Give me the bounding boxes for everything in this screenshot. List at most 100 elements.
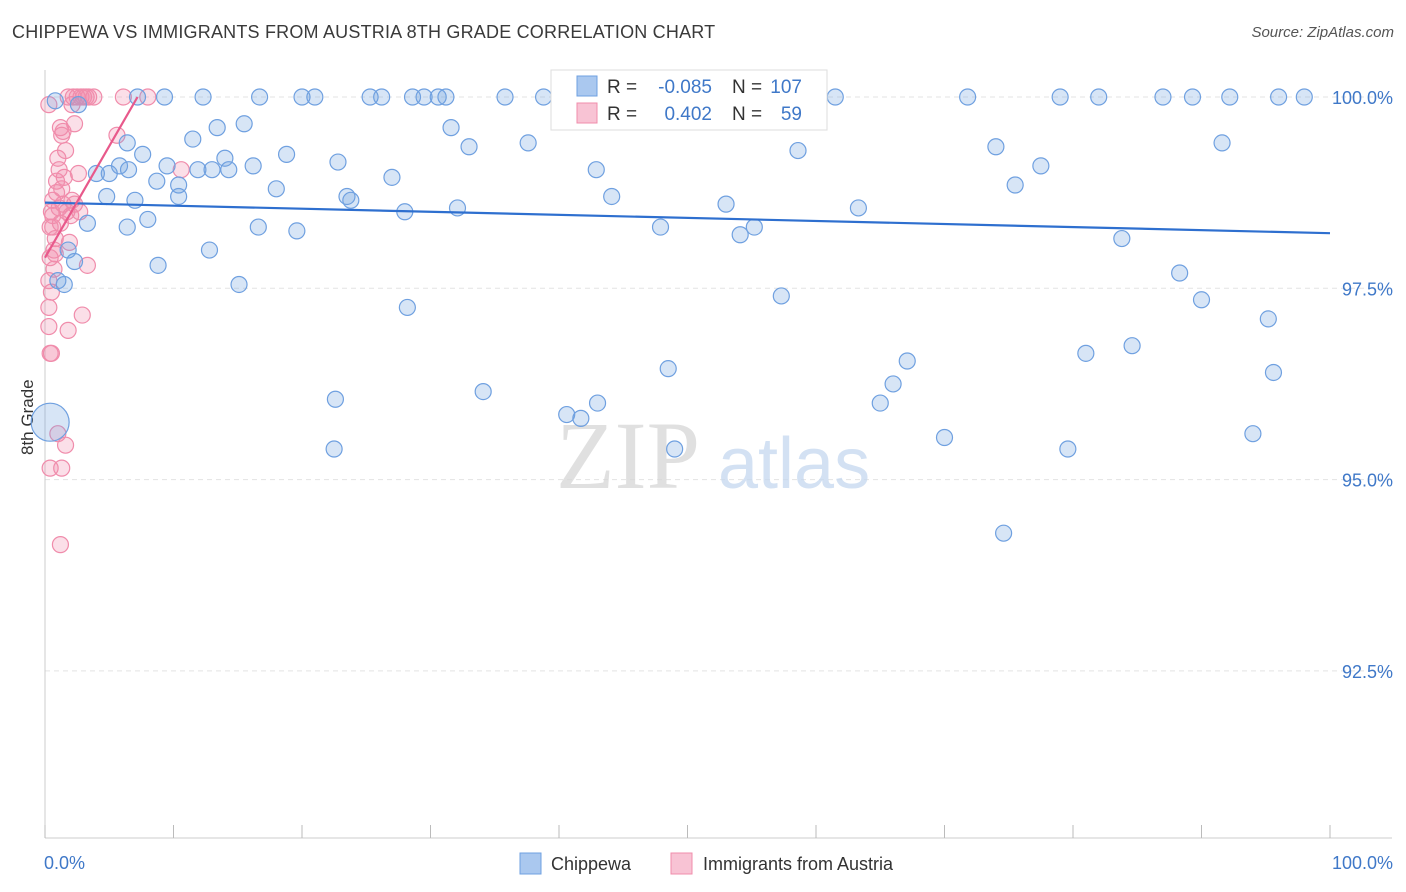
chippewa-point-106 <box>329 153 347 171</box>
austria-point-39 <box>85 88 103 106</box>
bottom-legend-swatch-austria <box>670 852 693 875</box>
legend-r-label-1: R = <box>607 77 637 98</box>
austria-point-44 <box>51 536 70 554</box>
legend-r-label-2: R = <box>607 104 637 125</box>
chippewa-point-96 <box>1295 88 1313 106</box>
legend-swatch-austria <box>576 102 598 124</box>
stats-legend: R = -0.085 N = 107 R = 0.402 N = 59 <box>550 69 828 131</box>
legend-n-value-2: 59 <box>781 104 802 125</box>
chippewa-point-52 <box>519 134 537 152</box>
austria-point-56 <box>41 249 59 267</box>
trend-line-1 <box>44 96 139 259</box>
chippewa-point-69 <box>826 88 844 106</box>
legend-n-label-2: N = <box>732 104 762 125</box>
legend-swatch-chippewa <box>576 75 598 97</box>
chippewa-point-35 <box>325 440 343 458</box>
chippewa-point-40 <box>383 168 401 186</box>
chippewa-point-33 <box>306 88 324 106</box>
chippewa-point-87 <box>1171 264 1189 282</box>
austria-point-34 <box>73 306 91 324</box>
chippewa-point-80 <box>1051 88 1069 106</box>
austria-point-19 <box>55 168 73 186</box>
chippewa-point-19 <box>194 88 212 106</box>
trend-lines <box>44 96 1331 259</box>
austria-point-37 <box>78 256 97 274</box>
chippewa-point-46 <box>437 88 455 106</box>
trend-line-0 <box>44 201 1331 235</box>
chippewa-point-77 <box>995 524 1013 542</box>
austria-point-48 <box>40 317 58 336</box>
chippewa-point-68 <box>789 141 807 160</box>
chippewa-point-42 <box>398 298 416 317</box>
chippewa-point-99 <box>110 157 129 175</box>
chippewa-point-54 <box>558 405 576 424</box>
y-tick-label-1: 95.0% <box>1342 471 1393 491</box>
chippewa-point-60 <box>651 218 670 236</box>
chart-title: CHIPPEWA VS IMMIGRANTS FROM AUSTRIA 8TH … <box>12 22 716 42</box>
x-tick-labels: 0.0% 100.0% <box>44 853 1393 873</box>
chippewa-point-11 <box>148 172 166 190</box>
chippewa-point-30 <box>277 145 296 163</box>
chippewa-point-89 <box>1192 291 1211 309</box>
chippewa-point-100 <box>55 275 73 294</box>
chippewa-point-86 <box>1154 88 1172 106</box>
chippewa-point-83 <box>1090 88 1108 106</box>
watermark-zip: ZIP <box>556 402 700 509</box>
bottom-legend-swatch-chippewa <box>519 852 542 875</box>
legend-r-value-2: 0.402 <box>664 104 712 125</box>
bottom-legend-chippewa: Chippewa <box>551 854 632 874</box>
chippewa-point-27 <box>249 218 267 236</box>
chippewa-point-12 <box>149 256 167 274</box>
chippewa-point-28 <box>250 88 269 106</box>
chippewa-point-44 <box>415 88 433 106</box>
chippewa-point-51 <box>496 88 514 106</box>
austria-point-51 <box>40 298 58 317</box>
chippewa-point-14 <box>158 157 176 175</box>
chippewa-point-74 <box>935 428 954 447</box>
chippewa-point-102 <box>69 96 88 114</box>
chippewa-point-26 <box>244 157 262 175</box>
chippewa-point-105 <box>235 115 253 133</box>
austria-point-58 <box>44 218 62 236</box>
y-tick-labels: 92.5% 95.0% 97.5% 100.0% <box>1332 88 1393 682</box>
austria-point-55 <box>59 321 77 339</box>
chippewa-point-6 <box>119 161 138 179</box>
chippewa-point-88 <box>1183 88 1202 106</box>
chippewa-point-55 <box>572 409 590 427</box>
chippewa-point-84 <box>1113 229 1131 248</box>
bottom-legend-austria: Immigrants from Austria <box>703 854 894 874</box>
chippewa-point-85 <box>1123 337 1141 355</box>
chippewa-point-50 <box>474 383 492 401</box>
chippewa-point-64 <box>717 195 735 213</box>
chippewa-point-95 <box>1269 88 1288 106</box>
chippewa-points <box>30 88 1313 542</box>
watermark-atlas: atlas <box>718 424 870 504</box>
chippewa-point-62 <box>666 440 684 458</box>
chippewa-point-90 <box>1213 134 1231 152</box>
austria-point-47 <box>41 459 59 477</box>
y-tick-label-0: 92.5% <box>1342 662 1393 682</box>
x-tick-label-0: 0.0% <box>44 853 85 873</box>
chippewa-point-56 <box>587 161 605 179</box>
x-tick-label-1: 100.0% <box>1332 853 1393 873</box>
austria-point-41 <box>114 88 132 106</box>
legend-n-label-1: N = <box>732 77 762 98</box>
chippewa-point-70 <box>849 199 868 217</box>
chippewa-point-61 <box>659 360 677 378</box>
chippewa-point-94 <box>1264 363 1283 382</box>
chippewa-point-73 <box>898 352 916 370</box>
y-tick-label-3: 100.0% <box>1332 88 1393 108</box>
chippewa-point-34 <box>326 390 345 408</box>
chippewa-point-75 <box>959 88 977 106</box>
chippewa-point-29 <box>267 180 285 198</box>
chippewa-point-2 <box>65 252 84 271</box>
chippewa-point-13 <box>155 88 174 106</box>
chippewa-point-17 <box>184 130 202 148</box>
chippewa-point-32 <box>293 88 311 106</box>
austria-point-31 <box>69 164 88 183</box>
austria-point-50 <box>42 344 61 362</box>
chippewa-point-93 <box>1259 310 1277 328</box>
austria-point-20 <box>56 141 75 160</box>
chippewa-point-22 <box>208 119 226 137</box>
chippewa-point-81 <box>1059 440 1077 458</box>
